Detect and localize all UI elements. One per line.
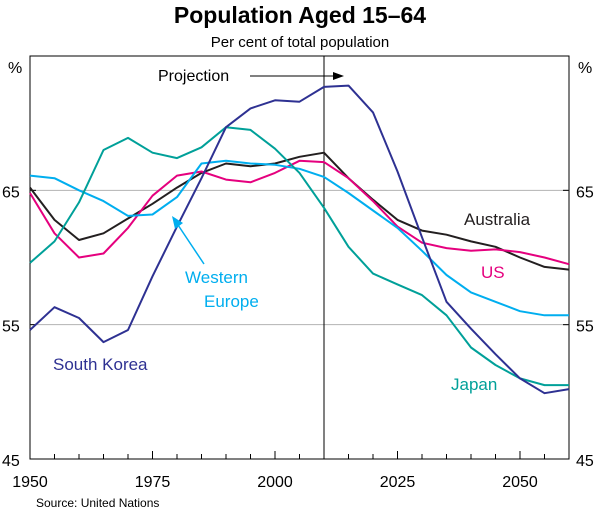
y-axis-unit-left: % (8, 60, 23, 77)
x-tick-label: 1975 (135, 474, 171, 491)
western-europe-arrow-head (172, 216, 183, 229)
chart-subtitle: Per cent of total population (210, 34, 390, 51)
label-us: US (481, 263, 505, 282)
y-tick-label-right: 65 (576, 184, 594, 201)
projection-label: Projection (158, 68, 229, 85)
label-japan: Japan (451, 375, 497, 394)
series-line-south-korea (29, 84, 570, 395)
western-europe-arrow (177, 224, 205, 265)
y-tick-label-right: 55 (576, 319, 594, 336)
source-note: Source: United Nations (36, 496, 160, 510)
series-line-japan (29, 126, 569, 387)
x-tick-label: 1950 (12, 474, 48, 491)
label-western: Western (185, 268, 248, 287)
label-south-korea: South Korea (53, 355, 148, 374)
y-tick-label-left: 55 (2, 319, 20, 336)
y-axis-unit-right: % (578, 60, 593, 77)
y-tick-label-left: 65 (2, 184, 20, 201)
chart-title: Population Aged 15–64 (173, 2, 427, 28)
plot-frame (29, 55, 570, 460)
y-tick-label-right: 45 (576, 453, 594, 470)
x-tick-label: 2000 (257, 474, 293, 491)
series-line-us (29, 159, 570, 266)
label-australia: Australia (464, 210, 531, 229)
projection-arrow-head (333, 72, 344, 80)
series-line-australia (29, 151, 570, 271)
x-tick-label: 2025 (380, 474, 416, 491)
y-tick-label-left: 45 (2, 453, 20, 470)
label-europe: Europe (204, 292, 259, 311)
x-tick-label: 2050 (502, 474, 538, 491)
series-line-western-europe (29, 159, 569, 317)
